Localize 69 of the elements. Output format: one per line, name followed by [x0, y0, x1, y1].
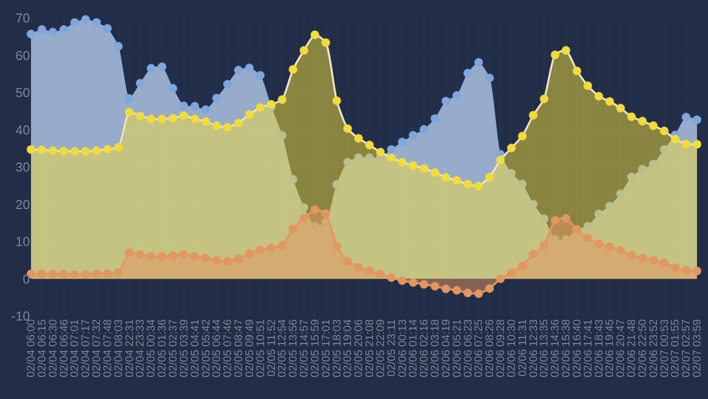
x-tick-label: 02/06 21:48 [626, 319, 638, 378]
x-tick-label: 02/06 14:36 [550, 319, 562, 378]
x-tick-label: 02/05 02:37 [168, 319, 180, 378]
x-tick-label: 02/05 01:36 [156, 319, 169, 378]
x-tick-label: 02/05 11:52 [266, 319, 278, 376]
x-tick-label: 02/06 20:47 [615, 319, 628, 378]
x-tick-label: 02/05 17:01 [320, 319, 332, 378]
x-tick-label: 02/05 05:42 [200, 319, 212, 378]
y-tick-label: 70 [16, 10, 30, 26]
x-tick-label: 02/06 09:28 [495, 319, 508, 378]
x-tick-label: 02/06 19:45 [604, 319, 616, 378]
y-tick-label: 30 [16, 160, 30, 175]
x-tick-label: 02/06 06:23 [462, 319, 474, 378]
x-tick-label: 02/05 23:11 [386, 319, 398, 376]
x-tick-label: 02/04 08:03 [112, 319, 125, 378]
x-tick-label: 02/06 12:33 [528, 319, 540, 378]
x-tick-label: 02/05 12:54 [276, 319, 289, 378]
x-tick-label: 02/06 22:50 [636, 319, 649, 378]
y-tick-label: 10 [16, 234, 30, 250]
x-tick-label: 02/06 04:19 [440, 319, 452, 378]
x-tick-label: 02/05 06:44 [211, 319, 224, 378]
x-tick-label: 02/05 04:41 [189, 319, 202, 378]
x-tick-label: 02/05 18:03 [331, 319, 344, 378]
y-tick-label: 40 [16, 122, 30, 138]
x-tick-label: 02/05 15:59 [309, 319, 322, 378]
x-tick-label: 02/05 20:06 [353, 319, 366, 378]
x-tick-label: 02/06 10:30 [506, 319, 518, 378]
x-tick-label: 02/05 07:46 [222, 319, 234, 378]
x-tick-label: 02/06 18:43 [593, 319, 606, 378]
y-tick-label: 60 [16, 48, 30, 63]
x-tick-label: 02/06 05:21 [451, 319, 464, 378]
x-tick-label: 02/05 22:09 [374, 319, 387, 378]
x-tick-label: 02/05 03:39 [178, 319, 190, 378]
x-tick-label: 02/05 14:57 [298, 319, 311, 378]
x-tick-label: 02/07 00:53 [658, 319, 671, 378]
x-tick-label: 02/06 23:52 [648, 319, 660, 378]
x-tick-label: 02/07 01:55 [670, 319, 682, 378]
x-tick-label: 02/07 02:57 [680, 319, 693, 378]
x-tick-label: 02/06 11:31 [516, 319, 529, 376]
x-tick-label: 02/06 03:18 [430, 319, 442, 378]
y-tick-label: 20 [16, 196, 30, 212]
x-tick-label: 02/04 23:33 [134, 319, 147, 378]
x-tick-label: 02/06 16:40 [571, 319, 584, 378]
x-tick-label: 02/06 07:25 [473, 319, 486, 378]
x-tick-label: 02/06 17:41 [582, 319, 594, 378]
x-tick-label: 02/05 00:34 [146, 319, 158, 378]
x-tick-label: 02/05 13:56 [288, 319, 300, 378]
x-tick-label: 02/06 08:26 [484, 319, 496, 378]
x-tick-label: 02/04 06:15 [36, 319, 48, 378]
x-tick-label: 02/06 15:38 [560, 319, 573, 378]
x-tick-label: 02/04 22:31 [124, 319, 136, 378]
x-tick-label: 02/06 02:16 [418, 319, 431, 378]
y-tick-label: 0 [22, 271, 30, 286]
x-tick-label: 02/04 07:32 [91, 319, 104, 378]
x-tick-label: 02/05 10:51 [254, 319, 267, 378]
x-tick-label: 02/06 00:13 [396, 319, 409, 378]
x-tick-label: 02/06 13:35 [538, 319, 551, 378]
x-tick-label: 02/05 21:08 [364, 319, 376, 378]
x-tick-label: 02/04 06:30 [47, 319, 60, 378]
x-tick-label: 02/05 09:49 [244, 319, 256, 378]
x-tick-label: 02/07 03:59 [692, 319, 704, 378]
x-tick-label: 02/05 19:04 [342, 319, 354, 378]
x-tick-label: 02/04 07:01 [69, 319, 82, 378]
y-tick-label: 50 [16, 85, 30, 100]
x-tick-label: 02/06 01:14 [408, 319, 420, 378]
x-tick-label: 02/04 07:17 [80, 319, 92, 378]
x-tick-label: 02/05 08:47 [233, 319, 246, 378]
x-tick-label: 02/04 06:46 [58, 319, 70, 378]
x-tick-label: 02/04 07:48 [102, 319, 114, 378]
